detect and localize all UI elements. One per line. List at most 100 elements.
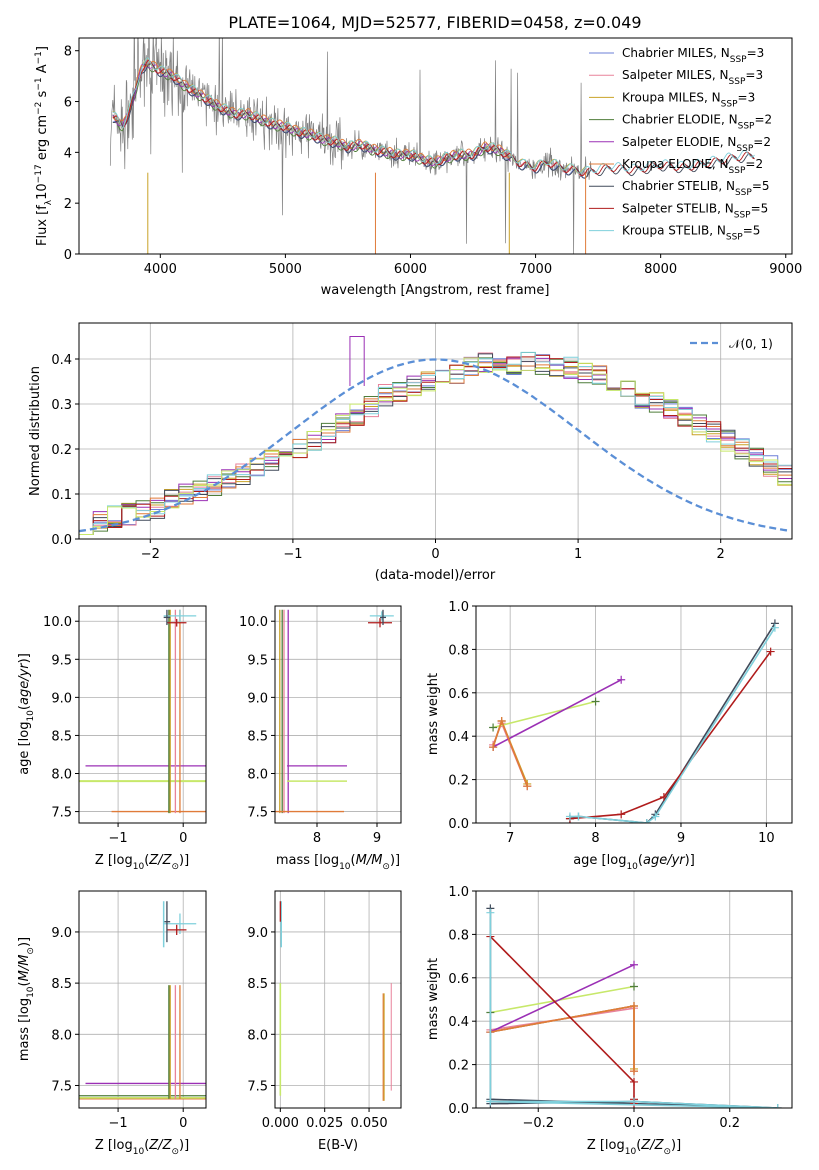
y-tick-label: 10.0	[239, 615, 268, 630]
axes-spectrum: 4000 5000 6000 7000 8000 9000 0 2 4 6 8 Chabrier MI…	[34, 37, 802, 298]
y-tick-label: 0	[64, 248, 72, 263]
y-axis-label: mass weight	[426, 673, 441, 755]
label-part: 10	[133, 862, 145, 872]
label-part: =2	[754, 113, 772, 127]
x-axis-label: mass [log10(M/M⊙)]	[276, 853, 400, 872]
y-tick-label: 8.0	[51, 1028, 72, 1043]
model-line-kroupa-elodie	[112, 60, 511, 164]
legend-entry: Kroupa ELODIE, NSSP=2	[622, 157, 763, 176]
y-tick-label: 8.0	[247, 1028, 268, 1043]
label-part: )]	[17, 937, 32, 947]
x-tick-label: −1	[108, 831, 127, 846]
y-tick-label: 6	[64, 96, 72, 111]
y-tick-label: 7.5	[51, 1079, 72, 1094]
label-part: (	[144, 1138, 149, 1153]
label-part: erg cm	[35, 115, 50, 164]
weight-z-line	[490, 1005, 635, 1072]
label-part: Salpeter MILES, N	[622, 68, 729, 82]
label-part: =2	[745, 157, 763, 171]
label-part: 10	[626, 862, 638, 872]
weight-age-marker	[659, 792, 668, 801]
label-part: (	[17, 705, 32, 710]
histogram-step	[79, 357, 792, 535]
label-part: Z [log	[95, 853, 133, 868]
label-part: =3	[745, 68, 763, 82]
histogram-step	[79, 362, 792, 535]
plot-area-mass-vs-Z	[79, 901, 206, 1100]
x-axis-label: Z [log10(Z/Z⊙)]	[95, 853, 189, 872]
label-part: age [log	[17, 722, 32, 775]
plot-area-age-vs-mass	[275, 609, 394, 814]
x-tick-label: −0.2	[522, 1116, 554, 1131]
weight-z-marker	[630, 982, 638, 991]
plot-area-residual-hist	[79, 336, 792, 535]
label-part: Kroupa STELIB, N	[622, 224, 726, 238]
weight-z-line	[490, 964, 635, 1033]
y-tick-label: 0.2	[448, 1059, 469, 1074]
x-tick-label: 0	[179, 1116, 187, 1131]
weight-z-line	[490, 1007, 635, 1072]
y-tick-label: 0.2	[51, 443, 72, 458]
label-part: λ	[44, 199, 54, 205]
label-part: Chabrier ELODIE, N	[622, 113, 738, 127]
weight-age-line	[492, 700, 596, 729]
legend-entry: Chabrier STELIB, NSSP=5	[622, 179, 770, 198]
y-tick-label: 7.5	[51, 806, 72, 821]
y-axis-label: mass [log10(M/M⊙)]	[17, 937, 36, 1061]
x-tick-label: 9	[677, 831, 685, 846]
y-tick-label: 0.8	[448, 643, 469, 658]
label-part: )]	[179, 853, 189, 868]
axes-weight-vs-Z: −0.2 0.0 0.2 0.0 0.2 0.4 0.6 0.8 1.0 Z [log10(Z/Z…	[426, 885, 793, 1157]
weight-z-marker	[630, 1002, 638, 1011]
weight-z-line	[489, 936, 635, 1104]
model-line-salpeter-stelib	[112, 59, 755, 177]
weight-age-marker	[642, 819, 651, 823]
label-part: (	[351, 853, 356, 868]
x-tick-label: 9	[373, 831, 381, 846]
y-tick-label: 0.6	[448, 687, 469, 702]
axes-frame	[274, 890, 402, 1109]
label-part: mass [log	[276, 853, 339, 868]
weight-age-line	[569, 622, 776, 823]
y-tick-label: 0.2	[448, 774, 469, 789]
label-part: Z [log	[95, 1138, 133, 1153]
y-tick-label: 0.0	[51, 533, 72, 548]
x-tick-label: −2	[141, 547, 160, 562]
weight-age-marker	[489, 743, 498, 752]
y-tick-label: 8.5	[51, 977, 72, 992]
x-tick-label: 10	[758, 831, 775, 846]
axes-age-vs-Z: −1 07.58.08.59.09.510.0Z [log10(Z/Z⊙)]age…	[17, 605, 207, 872]
y-tick-label: 9.0	[247, 926, 268, 941]
label-part: SSP	[730, 55, 747, 65]
label-part: =5	[743, 224, 761, 238]
label-part: )]	[390, 853, 400, 868]
label-part: ⊙	[26, 947, 36, 955]
y-tick-label: 0.3	[51, 398, 72, 413]
weight-age-line	[569, 627, 776, 823]
y-tick-label: 1.0	[448, 600, 469, 615]
label-part: =3	[747, 46, 765, 60]
legend-entry: Salpeter ELODIE, NSSP=2	[622, 135, 771, 154]
weight-z-marker	[630, 1067, 638, 1076]
label-part: −2	[34, 102, 44, 115]
label-part: s	[35, 90, 50, 101]
label-part: SSP	[729, 166, 746, 176]
weight-age-marker	[574, 812, 583, 821]
label-part: Z/Z	[640, 1138, 664, 1153]
y-tick-label: 7.5	[247, 1079, 268, 1094]
label-part: Kroupa ELODIE, N	[622, 157, 729, 171]
axes-frame	[78, 37, 793, 255]
x-tick-label: 4000	[144, 262, 177, 277]
label-part: M/M	[356, 853, 383, 868]
x-axis-label: wavelength [Angstrom, rest frame]	[321, 283, 550, 298]
label-part: (	[636, 1138, 641, 1153]
y-axis-label: mass weight	[426, 958, 441, 1040]
label-part: ]	[35, 46, 50, 51]
plot-area-weight-vs-age	[489, 619, 779, 823]
model-line-kroupa-stelib	[112, 57, 755, 174]
label-part: 10	[625, 1147, 637, 1157]
weight-z-line	[490, 985, 635, 1014]
label-part: )]	[671, 1138, 681, 1153]
label-part: age [log	[573, 853, 626, 868]
